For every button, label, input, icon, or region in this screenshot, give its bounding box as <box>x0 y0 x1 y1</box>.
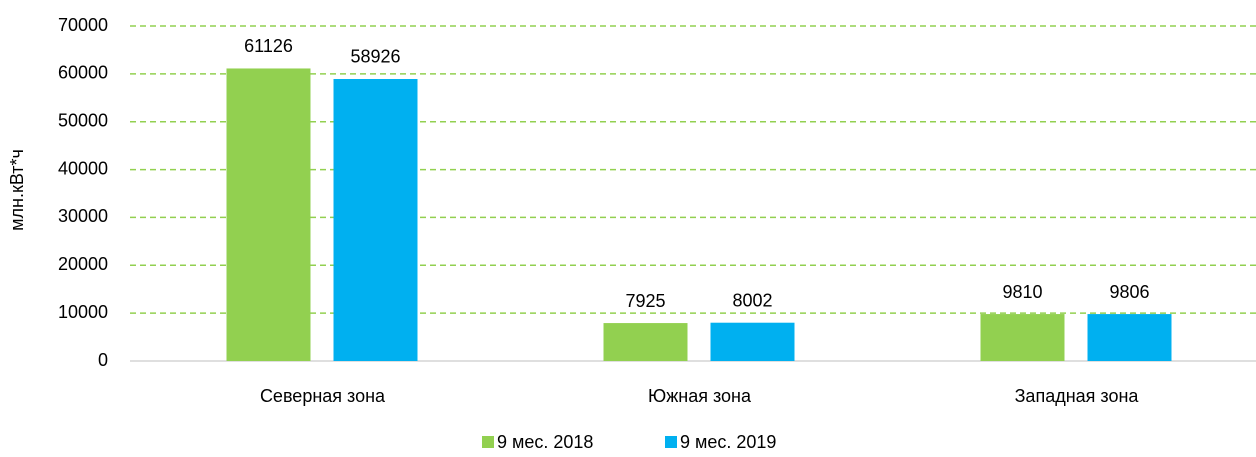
y-tick-label: 20000 <box>58 254 108 274</box>
y-axis-label: млн.кВт*ч <box>7 149 27 231</box>
bar <box>1087 314 1172 361</box>
data-label: 7925 <box>625 291 665 311</box>
y-tick-label: 60000 <box>58 63 108 83</box>
y-tick-label: 50000 <box>58 110 108 130</box>
y-tick-label: 30000 <box>58 206 108 226</box>
legend-label: 9 мес. 2018 <box>497 432 593 452</box>
bar <box>710 322 795 361</box>
data-label: 9806 <box>1109 282 1149 302</box>
data-label: 61126 <box>244 36 293 56</box>
bar <box>603 323 688 361</box>
bar <box>980 314 1065 361</box>
data-label: 9810 <box>1002 282 1042 302</box>
data-label: 58926 <box>350 47 400 67</box>
y-tick-label: 0 <box>98 350 108 370</box>
legend-label: 9 мес. 2019 <box>680 432 776 452</box>
bar <box>333 78 418 361</box>
y-tick-label: 10000 <box>58 302 108 322</box>
bar <box>226 68 311 361</box>
data-label: 8002 <box>732 290 772 310</box>
legend-swatch <box>482 436 494 448</box>
y-tick-label: 40000 <box>58 158 108 178</box>
legend-swatch <box>665 436 677 448</box>
x-tick-label: Южная зона <box>648 386 752 406</box>
x-tick-label: Северная зона <box>260 386 386 406</box>
x-tick-label: Западная зона <box>1015 386 1140 406</box>
y-tick-label: 70000 <box>58 15 108 35</box>
